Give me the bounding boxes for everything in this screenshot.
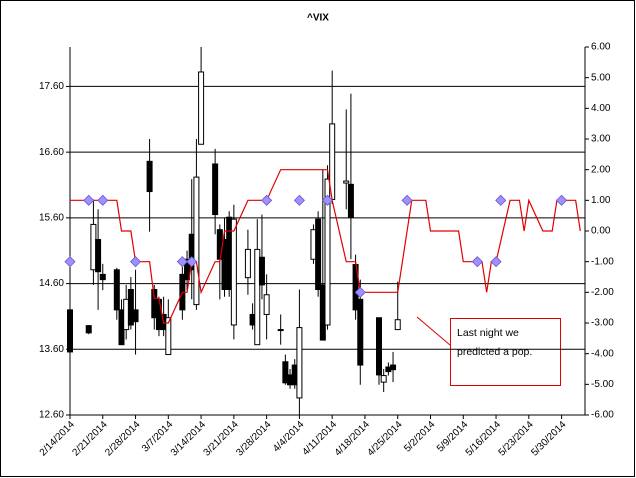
candle-body [95,239,102,273]
candle-body [244,248,251,279]
candle-body [347,183,354,218]
diamond-marker [495,194,507,206]
diamond-marker [129,256,142,268]
candle-body [113,269,120,311]
candle-body [212,163,219,216]
diamond-marker [186,256,198,268]
diamond-marker [97,194,109,206]
diamond-marker [83,194,95,206]
annotation-pointer [416,316,451,346]
signal-line [70,169,581,324]
y-tick-label: 17.60 [39,81,64,92]
candle-body [343,180,350,184]
candle-body [324,178,331,326]
y-tick-label: 16.60 [39,147,64,158]
candle-body [132,309,139,323]
diamond-marker [321,194,334,206]
y2-tick-label: -2.00 [591,287,614,298]
candle-body [198,71,205,145]
y-tick-label: 15.60 [39,212,64,223]
candle-body [376,317,382,376]
annotation-box [450,318,561,386]
y-tick-label: 12.60 [39,410,64,421]
candle-body [315,218,322,290]
candle-body [263,294,270,315]
y2-tick-label: 0.00 [591,226,611,237]
y2-tick-label: 2.00 [591,164,611,175]
candle-body [165,317,172,356]
candle-body [357,298,364,366]
y-tick-label: 14.60 [39,278,64,289]
diamond-marker [490,256,502,268]
y2-tick-label: 4.00 [591,103,611,114]
candle-body [394,319,401,331]
y2-tick-label: -4.00 [591,348,614,359]
diamond-marker [64,256,76,268]
y2-tick-label: 1.00 [591,195,611,206]
candle-body [99,273,106,281]
y-tick-label: 13.60 [39,344,64,355]
diamond-marker [354,286,366,298]
candle-body [193,176,200,306]
candle-body [67,309,73,353]
candle-body [85,325,92,334]
candle-body [230,218,237,326]
y2-tick-label: 6.00 [591,42,611,53]
diamond-marker [176,256,188,268]
candle-body [296,327,303,399]
candle-body [282,361,289,384]
candle-body [390,364,397,371]
diamond-marker [471,256,483,268]
candle-body [127,288,134,326]
y2-tick-label: -6.00 [591,410,614,421]
diamond-marker [556,194,568,206]
y2-tick-label: -1.00 [591,256,614,267]
candle-body [380,375,387,383]
diamond-marker [261,194,273,206]
y2-tick-label: -5.00 [591,379,614,390]
chart-title: ^VIX [307,13,329,24]
y2-tick-label: -3.00 [591,318,614,329]
candle-body [254,248,261,346]
y2-tick-label: 3.00 [591,134,611,145]
diamond-marker [293,194,305,206]
candle-body [146,160,153,193]
candle-body [258,256,265,286]
candle-body [277,329,284,332]
y2-tick-label: 5.00 [591,72,611,83]
diamond-marker [401,194,413,206]
annotation: Last night we predicted a pop. [457,327,533,358]
